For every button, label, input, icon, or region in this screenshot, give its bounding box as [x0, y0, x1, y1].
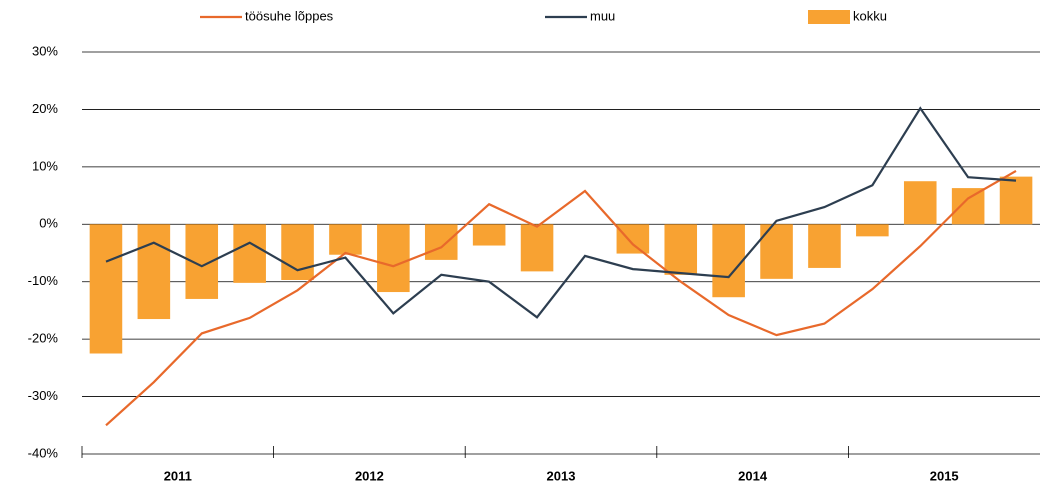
y-tick-label: -40%	[28, 445, 59, 460]
x-group-label: 2013	[547, 468, 576, 483]
bar	[808, 224, 841, 268]
bar	[520, 224, 554, 272]
bar	[89, 224, 123, 354]
x-group-label: 2012	[355, 468, 384, 483]
bar	[281, 224, 314, 280]
line	[105, 169, 1017, 427]
bar	[712, 224, 745, 298]
y-tick-label: 0%	[39, 216, 58, 231]
y-tick-label: 20%	[32, 101, 58, 116]
y-tick-label: 10%	[32, 158, 58, 173]
bar	[424, 224, 458, 260]
bar	[664, 224, 698, 275]
bar	[951, 188, 985, 225]
legend-label: töösuhe lõppes	[245, 8, 334, 23]
bar	[616, 224, 650, 254]
bar	[329, 224, 362, 255]
legend-label: kokku	[853, 8, 887, 23]
y-tick-label: -30%	[28, 388, 59, 403]
x-group-label: 2011	[164, 468, 192, 483]
x-group-label: 2015	[930, 468, 959, 483]
bar	[903, 181, 937, 225]
bar	[999, 176, 1033, 225]
bar	[377, 224, 410, 293]
y-tick-label: 30%	[32, 43, 58, 58]
legend-label: muu	[590, 8, 615, 23]
x-group-label: 2014	[738, 468, 768, 483]
y-tick-label: -10%	[28, 273, 59, 288]
y-tick-label: -20%	[28, 331, 59, 346]
bar	[472, 224, 506, 246]
bar	[137, 224, 171, 320]
bar	[233, 224, 266, 283]
bar	[856, 224, 889, 237]
legend-swatch	[808, 10, 850, 24]
line	[105, 106, 1017, 319]
